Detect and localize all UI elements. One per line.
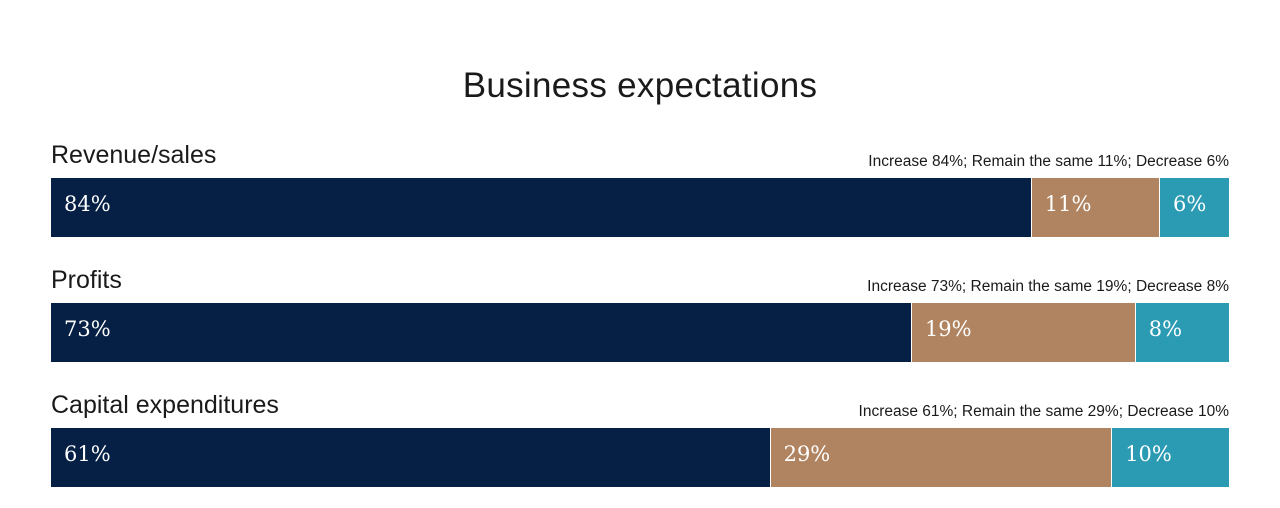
bar-segment-decrease: 8%	[1134, 303, 1229, 362]
bar-segment-decrease: 6%	[1159, 178, 1229, 237]
data-label: 10%	[1125, 442, 1172, 466]
stacked-bar: 84% 11% 6%	[51, 178, 1229, 237]
stacked-bar: 73% 19% 8%	[51, 303, 1229, 362]
bar-segment-remain-the-same: 29%	[769, 428, 1112, 487]
bar-row: Profits Increase 73%; Remain the same 19%…	[51, 266, 1229, 366]
data-label: 8%	[1148, 317, 1183, 341]
category-label: Profits	[51, 266, 122, 294]
bar-segment-increase: 84%	[51, 178, 1031, 237]
chart-title: Business expectations	[462, 66, 818, 105]
bar-segment-increase: 73%	[51, 303, 911, 362]
category-label: Capital expenditures	[51, 391, 279, 419]
row-summary-note: Increase 61%; Remain the same 29%; Decre…	[858, 403, 1229, 420]
bar-segment-remain-the-same: 11%	[1030, 178, 1160, 237]
data-label: 19%	[924, 317, 972, 341]
row-summary-note: Increase 73%; Remain the same 19%; Decre…	[867, 278, 1229, 295]
bar-row: Capital expenditures Increase 61%; Remain…	[51, 391, 1229, 491]
data-label: 73%	[64, 317, 111, 341]
row-summary-note: Increase 84%; Remain the same 11%; Decre…	[868, 153, 1229, 170]
data-label: 61%	[64, 442, 111, 466]
bar-row: Revenue/sales Increase 84%; Remain the sa…	[51, 141, 1229, 241]
data-label: 29%	[783, 442, 831, 466]
stacked-bar: 61% 29% 10%	[51, 428, 1229, 487]
bar-segment-decrease: 10%	[1111, 428, 1229, 487]
data-label: 6%	[1173, 192, 1207, 216]
data-label: 11%	[1044, 192, 1092, 216]
data-label: 84%	[64, 192, 111, 216]
category-label: Revenue/sales	[51, 141, 217, 169]
bar-segment-remain-the-same: 19%	[910, 303, 1135, 362]
bar-segment-increase: 61%	[51, 428, 770, 487]
